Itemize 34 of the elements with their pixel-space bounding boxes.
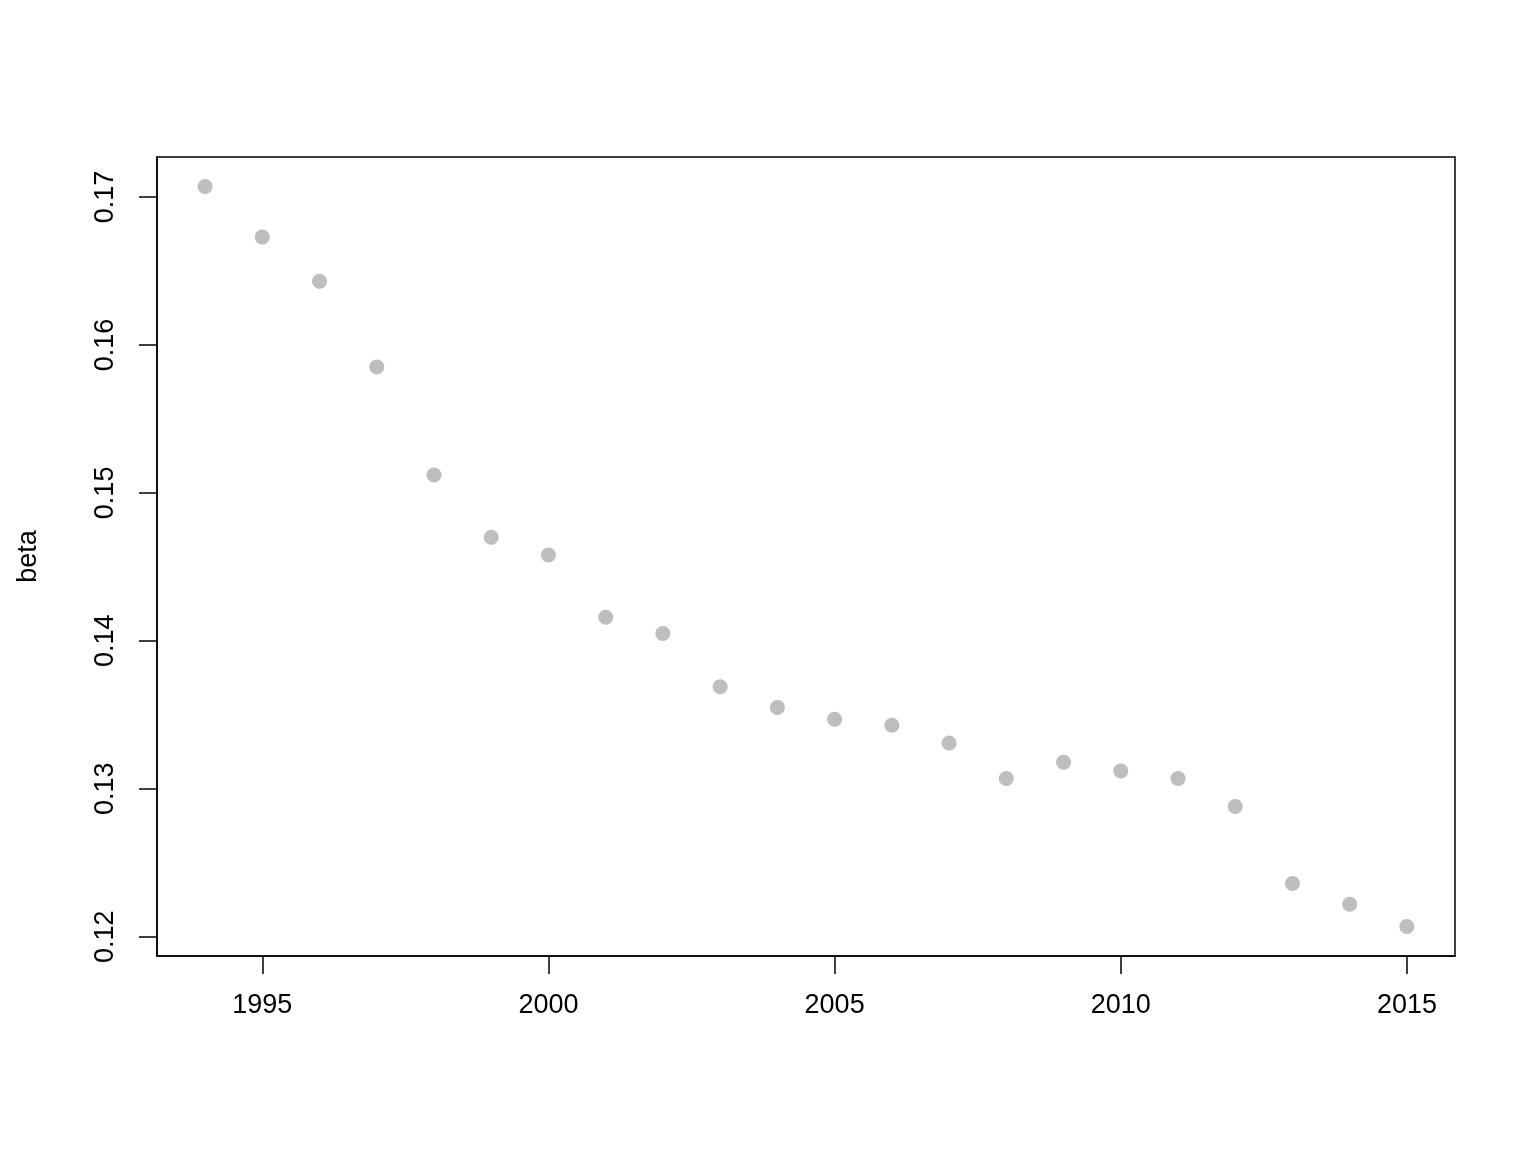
y-tick-label: 0.17: [88, 170, 119, 224]
y-axis-title: beta: [11, 529, 42, 583]
point: [998, 770, 1014, 786]
point: [712, 679, 728, 695]
point: [254, 229, 270, 245]
point: [1170, 770, 1186, 786]
point: [598, 609, 614, 625]
point: [197, 179, 213, 195]
point: [1113, 763, 1129, 779]
x-tick-label: 1995: [232, 988, 293, 1019]
point: [1227, 799, 1243, 815]
point: [312, 273, 328, 289]
point: [769, 699, 785, 715]
x-tick-label: 2015: [1376, 988, 1437, 1019]
point: [426, 467, 442, 483]
y-tick-label: 0.16: [88, 318, 119, 372]
point: [1284, 876, 1300, 891]
point: [827, 711, 843, 727]
y-tick-label: 0.15: [88, 466, 119, 520]
point: [369, 359, 385, 375]
point: [1056, 754, 1072, 770]
point: [540, 547, 556, 563]
y-tick-label: 0.14: [88, 614, 119, 668]
x-tick-label: 2010: [1090, 988, 1151, 1019]
y-tick-label: 0.12: [88, 910, 119, 964]
y-tick-label: 0.13: [88, 762, 119, 816]
point: [1342, 896, 1358, 912]
x-tick-label: 2000: [518, 988, 579, 1019]
point: [655, 625, 671, 641]
point: [884, 717, 900, 733]
point: [1399, 918, 1415, 934]
point: [941, 735, 957, 751]
x-tick-label: 2005: [804, 988, 865, 1019]
point: [483, 529, 499, 545]
